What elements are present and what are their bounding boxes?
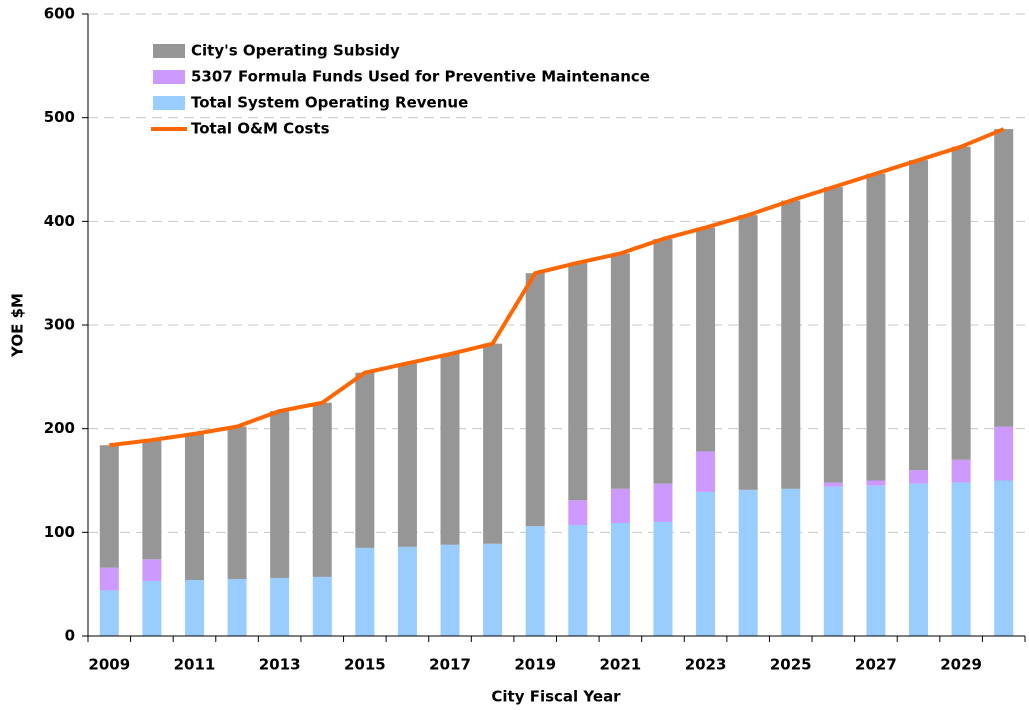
bar-segment xyxy=(99,567,119,591)
bar-segment xyxy=(610,253,630,489)
y-axis-title: YOE $M xyxy=(9,293,27,358)
bar-segment xyxy=(823,486,843,636)
bar-segment xyxy=(781,488,801,636)
bar-segment xyxy=(738,489,758,636)
x-tick-label: 2017 xyxy=(429,656,471,674)
bar-segment xyxy=(142,440,162,560)
bar-segment xyxy=(397,546,417,636)
bar-segment xyxy=(142,559,162,582)
bar-segment xyxy=(99,445,119,568)
bar-segment xyxy=(951,459,971,483)
bar-segment xyxy=(866,480,886,486)
legend-swatch xyxy=(153,96,185,110)
bar-segment xyxy=(738,215,758,490)
bar-segment xyxy=(653,521,673,636)
bar-segment xyxy=(781,200,801,489)
bar-segment xyxy=(568,262,588,501)
bar-segment xyxy=(866,485,886,636)
bar-segment xyxy=(397,363,417,547)
bar-segment xyxy=(99,590,119,636)
bar-segment xyxy=(525,273,545,527)
y-tick-label: 100 xyxy=(44,523,75,541)
bar-segment xyxy=(823,482,843,487)
x-tick-label: 2021 xyxy=(600,656,642,674)
bar-segment xyxy=(312,402,332,577)
y-tick-label: 200 xyxy=(44,419,75,437)
bar-segment xyxy=(440,354,460,545)
bar-segment xyxy=(909,483,929,636)
x-tick-label: 2009 xyxy=(88,656,130,674)
x-axis-title: City Fiscal Year xyxy=(491,688,621,706)
x-tick-label: 2019 xyxy=(514,656,556,674)
bar-segment xyxy=(184,433,204,581)
bar-segment xyxy=(483,343,503,544)
bar-segment xyxy=(696,451,716,492)
bar-segment xyxy=(440,544,460,636)
bar-segment xyxy=(823,187,843,483)
bar-segment xyxy=(355,547,375,636)
legend-label: Total System Operating Revenue xyxy=(191,94,468,112)
legend-label: City's Operating Subsidy xyxy=(191,42,400,60)
y-tick-label: 0 xyxy=(65,627,75,645)
bar-segment xyxy=(270,577,290,636)
bar-segment xyxy=(142,581,162,636)
bar-segment xyxy=(653,483,673,522)
bar-segment xyxy=(696,491,716,636)
x-tick-label: 2027 xyxy=(855,656,897,674)
y-tick-label: 500 xyxy=(44,108,75,126)
x-tick-label: 2011 xyxy=(174,656,216,674)
bar-segment xyxy=(483,543,503,636)
bar-segment xyxy=(653,238,673,484)
x-tick-label: 2013 xyxy=(259,656,301,674)
line-series xyxy=(109,127,1005,448)
bar-segment xyxy=(951,146,971,460)
x-tick-label: 2029 xyxy=(940,656,982,674)
bar-segment xyxy=(909,470,929,484)
y-tick-label: 300 xyxy=(44,316,75,334)
bar-segment xyxy=(994,129,1014,427)
bar-segment xyxy=(951,482,971,636)
bar-segment xyxy=(610,523,630,636)
bar-segment xyxy=(525,526,545,636)
bar-segment xyxy=(568,525,588,636)
bar-segment xyxy=(610,488,630,524)
bar-segment xyxy=(866,173,886,481)
bar-segment xyxy=(184,580,204,636)
x-tick-label: 2025 xyxy=(770,656,812,674)
x-tick-label: 2015 xyxy=(344,656,386,674)
bar-segment xyxy=(270,411,290,578)
legend-label: Total O&M Costs xyxy=(191,120,330,138)
bar-segment xyxy=(227,578,247,636)
x-tick-label: 2023 xyxy=(685,656,727,674)
legend-swatch xyxy=(153,44,185,58)
bar-segment xyxy=(994,426,1014,481)
y-tick-label: 400 xyxy=(44,212,75,230)
bar-segment xyxy=(355,372,375,548)
bar-segment xyxy=(227,426,247,579)
legend-label: 5307 Formula Funds Used for Preventive M… xyxy=(191,68,650,86)
bar-segment xyxy=(312,576,332,636)
bar-segment xyxy=(568,500,588,526)
legend-swatch xyxy=(153,70,185,84)
bar-segment xyxy=(909,160,929,471)
bar-segment xyxy=(696,227,716,452)
bar-segment xyxy=(994,480,1014,636)
y-tick-label: 600 xyxy=(44,5,75,23)
